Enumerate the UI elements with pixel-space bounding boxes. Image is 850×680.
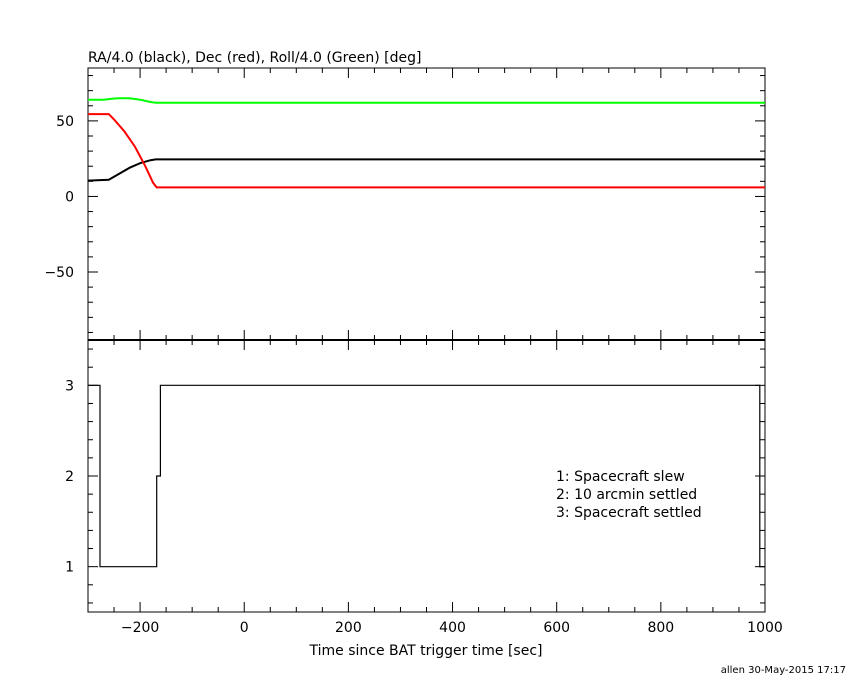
top-panel-series	[87, 97, 765, 189]
top-panel-axes: 50 0 −50	[44, 68, 765, 340]
x-tick-label: 200	[335, 620, 362, 636]
y-tick-label: 2	[65, 469, 74, 485]
y-tick-label: 1	[65, 560, 74, 576]
x-tick-label: 400	[439, 620, 466, 636]
y-tick-label: 3	[65, 378, 74, 394]
x-tick-label: 0	[240, 620, 249, 636]
x-tick-label: −200	[121, 620, 159, 636]
series-line	[88, 113, 765, 189]
x-tick-label: 800	[647, 620, 674, 636]
series-line	[88, 384, 765, 568]
y-tick-label: −50	[44, 265, 74, 281]
series-line	[88, 97, 765, 104]
legend-entry: 1: Spacecraft slew	[556, 469, 685, 485]
x-axis-label: Time since BAT trigger time [sec]	[309, 643, 543, 659]
x-tick-label: 1000	[747, 620, 783, 636]
y-tick-label: 0	[65, 189, 74, 205]
top-panel-frame	[87, 67, 766, 341]
x-tick-label: 600	[543, 620, 570, 636]
series-line	[87, 158, 765, 182]
chart-title: RA/4.0 (black), Dec (red), Roll/4.0 (Gre…	[88, 50, 421, 66]
bottom-panel-axes: 1 2 3 −200 0 200 400 600 800 1000	[65, 340, 783, 636]
legend-entry: 2: 10 arcmin settled	[556, 487, 697, 503]
y-tick-label: 50	[56, 114, 74, 130]
footer-stamp: allen 30-May-2015 17:17	[721, 665, 846, 676]
bottom-panel-series	[88, 384, 765, 568]
legend-entry: 3: Spacecraft settled	[556, 505, 702, 521]
legend: 1: Spacecraft slew 2: 10 arcmin settled …	[556, 469, 702, 521]
